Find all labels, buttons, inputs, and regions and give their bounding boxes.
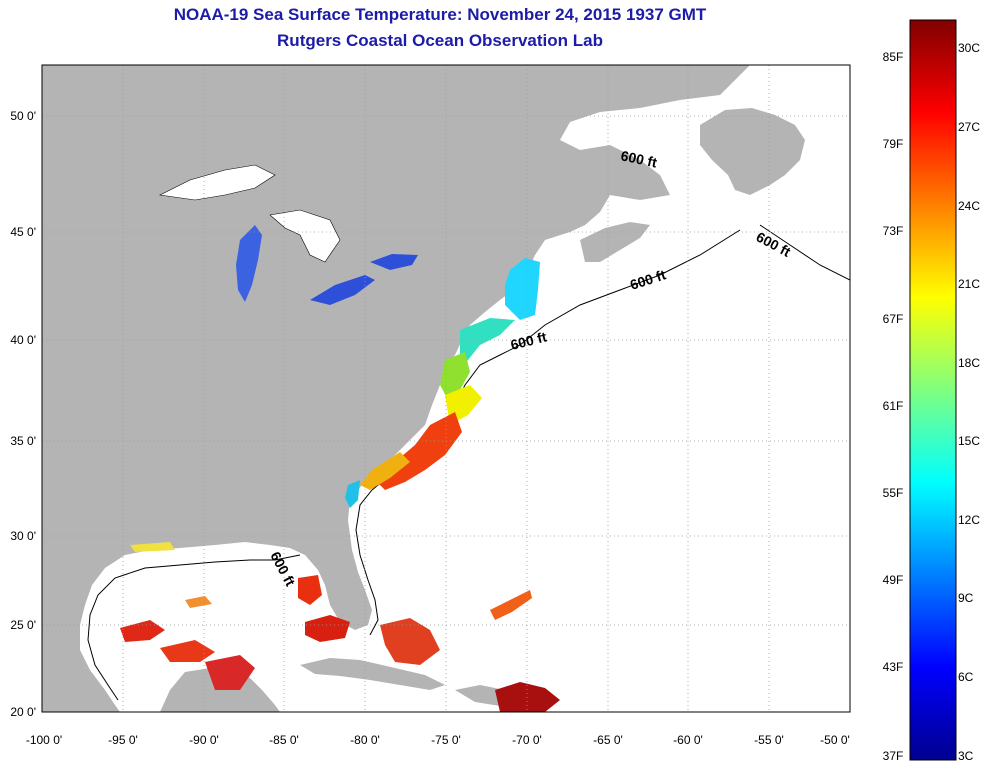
lake-superior — [159, 164, 276, 201]
y-tick-label: 45 0' — [10, 225, 36, 239]
north-america-land — [42, 65, 750, 712]
colorbar-c-label: 21C — [958, 277, 981, 291]
colorbar-f-label: 49F — [882, 573, 904, 587]
contour-label-newfoundland: 600 ft — [619, 147, 658, 170]
colorbar-c-label: 6C — [958, 670, 974, 684]
x-tick-label: -90 0' — [189, 733, 219, 747]
colorbar-c-label: 15C — [958, 434, 981, 448]
sst-gulf-patch-2 — [160, 640, 215, 662]
newfoundland-land — [700, 108, 805, 195]
colorbar — [909, 19, 957, 761]
sst-caribbean-east — [495, 682, 560, 712]
x-tick-label: -80 0' — [350, 733, 380, 747]
y-tick-label: 35 0' — [10, 434, 36, 448]
x-tick-label: -75 0' — [431, 733, 461, 747]
y-tick-label: 25 0' — [10, 618, 36, 632]
sst-gulf-patch-3 — [205, 655, 255, 690]
colorbar-f-label: 61F — [882, 399, 904, 413]
sst-atlantic-patch — [490, 590, 532, 620]
colorbar-c-label: 9C — [958, 591, 974, 605]
lake-ontario — [370, 254, 418, 270]
colorbar-c-label: 24C — [958, 199, 981, 213]
map-subtitle: Rutgers Coastal Ocean Observation Lab — [277, 31, 603, 50]
sst-florida-west — [298, 575, 322, 605]
x-tick-label: -100 0' — [25, 733, 63, 747]
lake-huron — [269, 209, 341, 263]
sst-georgia-shelf — [345, 480, 360, 508]
colorbar-c-label: 30C — [958, 41, 981, 55]
lake-erie — [310, 275, 375, 305]
x-tick-label: -85 0' — [269, 733, 299, 747]
y-tick-label: 20 0' — [10, 705, 36, 719]
y-tick-label: 30 0' — [10, 529, 36, 543]
colorbar-c-label: 27C — [958, 120, 981, 134]
nova-scotia-land — [580, 222, 650, 262]
x-tick-label: -55 0' — [754, 733, 784, 747]
y-tick-label: 40 0' — [10, 333, 36, 347]
colorbar-f-label: 55F — [882, 486, 904, 500]
colorbar-f-label: 79F — [882, 137, 904, 151]
sst-florida-straits — [305, 615, 350, 642]
grid — [42, 65, 850, 712]
sst-carolina-shelf — [360, 452, 410, 490]
sst-west-coast-yellow — [130, 542, 175, 552]
sst-chesapeake — [440, 352, 470, 400]
colorbar-f-label: 67F — [882, 312, 904, 326]
lake-michigan — [236, 225, 262, 302]
sst-gulf-patch-1 — [120, 620, 165, 642]
map-title: NOAA-19 Sea Surface Temperature: Novembe… — [173, 5, 707, 24]
x-tick-label: -50 0' — [820, 733, 850, 747]
cuba-land — [300, 658, 445, 690]
sst-gulf-of-maine — [505, 258, 540, 320]
x-tick-label: -95 0' — [108, 733, 138, 747]
x-tick-label: -65 0' — [593, 733, 623, 747]
colorbar-f-label: 85F — [882, 50, 904, 64]
x-tick-label: -60 0' — [673, 733, 703, 747]
y-tick-label: 50 0' — [10, 109, 36, 123]
sst-mid-atlantic — [460, 318, 515, 375]
colorbar-f-label: 37F — [882, 749, 904, 763]
x-tick-label: -70 0' — [512, 733, 542, 747]
sst-gulf-patch-4 — [185, 596, 212, 608]
map-frame — [41, 64, 851, 713]
colorbar-f-label: 73F — [882, 224, 904, 238]
colorbar-f-label: 43F — [882, 660, 904, 674]
sst-bahamas — [380, 618, 440, 665]
colorbar-c-label: 12C — [958, 513, 981, 527]
colorbar-c-label: 3C — [958, 749, 974, 763]
colorbar-c-label: 18C — [958, 356, 981, 370]
